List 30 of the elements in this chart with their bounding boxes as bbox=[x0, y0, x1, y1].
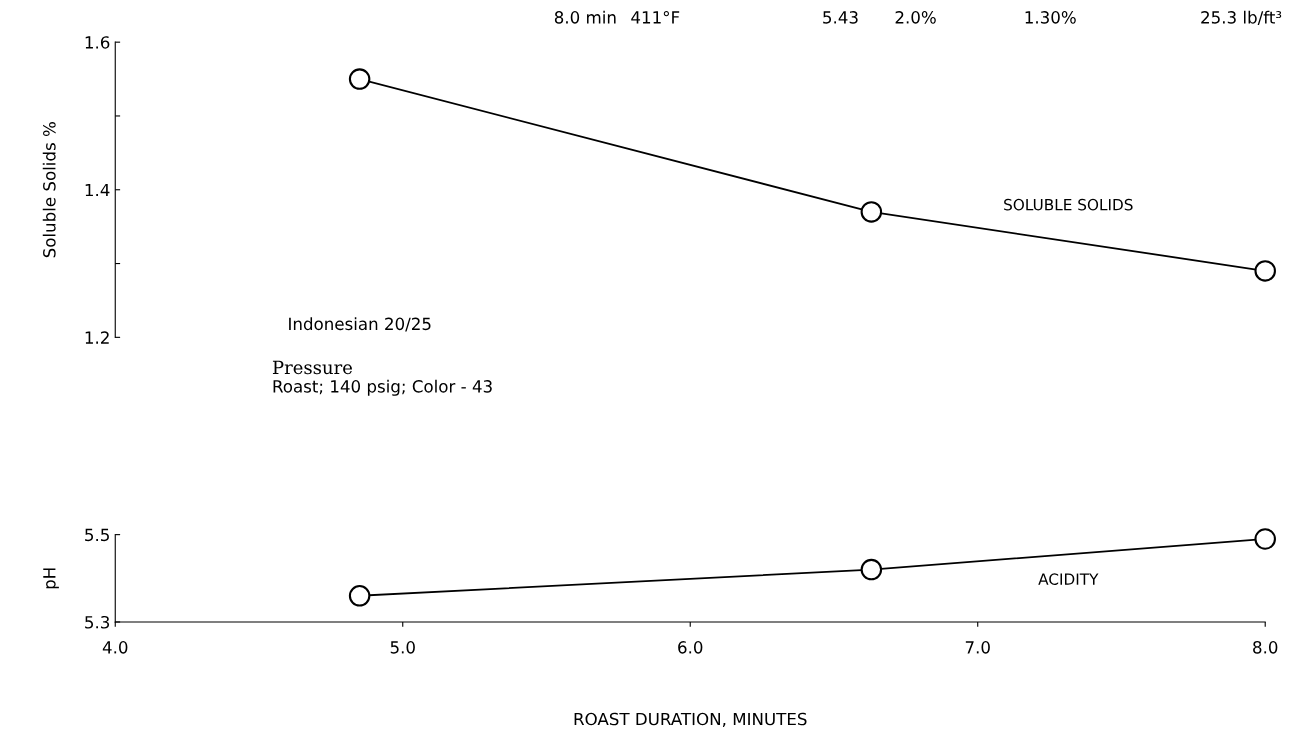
text: Roast; 140 psig; Color - 43 bbox=[273, 379, 492, 396]
x-tick-label: 5.0 bbox=[390, 641, 415, 654]
x-tick-label: 7.0 bbox=[965, 641, 990, 654]
text: 8.0 min bbox=[554, 10, 616, 24]
x-tick-label: 6.0 bbox=[678, 641, 703, 654]
series-label: ACIDITY bbox=[1038, 573, 1099, 585]
x-tick-label: 8.0 bbox=[1253, 641, 1278, 654]
y-tick-label: 1.2 bbox=[85, 331, 109, 344]
y-axis-title: pH bbox=[43, 568, 59, 589]
y-tick-label: 5.5 bbox=[85, 528, 109, 542]
point bbox=[348, 585, 371, 607]
text: Pressure bbox=[272, 360, 352, 375]
text: 5.43 bbox=[823, 11, 858, 24]
text: 1.30% bbox=[1025, 11, 1076, 24]
point bbox=[348, 68, 371, 90]
point bbox=[1254, 528, 1276, 550]
annotation: Indonesian 20/25 bbox=[289, 317, 431, 332]
y-tick-label: 1.6 bbox=[85, 36, 110, 49]
y-axis-title: Soluble Solids % bbox=[42, 122, 56, 258]
y-tick-label: 1.4 bbox=[85, 183, 110, 197]
x-axis-title: ROAST DURATION, MINUTES bbox=[574, 712, 807, 728]
x-tick-label: 4.0 bbox=[102, 641, 128, 654]
point bbox=[860, 201, 883, 223]
point bbox=[1254, 260, 1276, 282]
text: 411°F bbox=[631, 11, 680, 24]
point bbox=[860, 558, 883, 581]
text: 25.3 lb/ft³ bbox=[1201, 10, 1282, 25]
series-label: SOLUBLE SOLIDS bbox=[1004, 198, 1133, 211]
y-tick-label: 5.3 bbox=[85, 615, 110, 629]
text: 2.0% bbox=[895, 11, 936, 24]
